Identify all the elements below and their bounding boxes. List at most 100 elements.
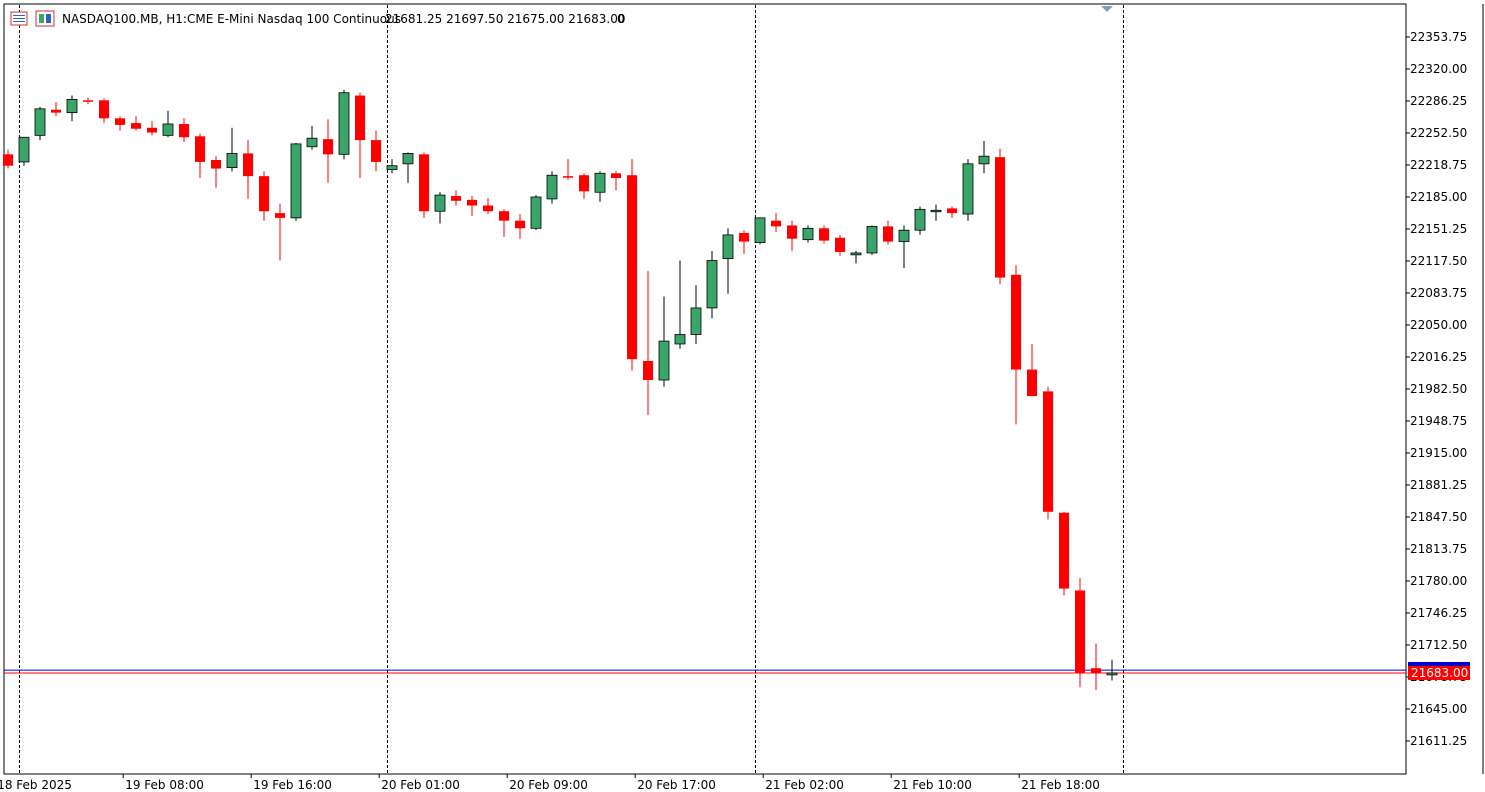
bear-candle (179, 118, 189, 143)
price-tick-label: 22320.00 (1410, 62, 1467, 76)
candle-body (563, 176, 573, 178)
candle-body (323, 139, 333, 155)
current-price-label: 21683.00 (1411, 666, 1468, 680)
chart-list-icon[interactable] (10, 11, 28, 26)
bull-candle (658, 296, 670, 387)
current-price-tag: 21683.00 (1408, 661, 1470, 680)
candle-body (386, 165, 398, 170)
candle-body (51, 109, 61, 113)
candle-body (1027, 369, 1037, 397)
bear-candle (1091, 643, 1101, 691)
time-tick-label: 21 Feb 10:00 (893, 778, 972, 792)
bear-candle (259, 171, 269, 221)
bear-candle (275, 203, 285, 261)
bull-candle (546, 171, 558, 204)
candle-body (850, 252, 862, 256)
candle-body (546, 174, 558, 200)
candle-body (962, 163, 974, 215)
time-tick-label: 20 Feb 17:00 (637, 778, 716, 792)
candle-body (402, 152, 414, 165)
candle-body (3, 154, 13, 166)
plot-area (3, 3, 1407, 775)
time-tick-label: 20 Feb 01:00 (381, 778, 460, 792)
bull-candle (594, 171, 606, 202)
candle-body (355, 95, 365, 141)
bear-candle (467, 196, 477, 216)
chart-shift-marker-icon[interactable] (1101, 6, 1113, 12)
bear-candle (947, 206, 957, 218)
candle-body (434, 194, 446, 212)
candle-body (467, 199, 477, 206)
bid-tag-bg (1408, 665, 1470, 680)
bear-candle (739, 230, 749, 254)
candle-body (306, 137, 318, 148)
candle-body (499, 211, 509, 221)
bull-candle (434, 192, 446, 224)
candle-body (594, 172, 606, 193)
candle-body (1091, 668, 1101, 673)
candle-body (995, 157, 1005, 278)
bear-candle (499, 209, 509, 237)
bear-candle (563, 159, 573, 180)
price-tick-label: 22218.75 (1410, 158, 1467, 172)
bull-candle (850, 251, 862, 264)
bull-candle (978, 141, 990, 174)
bear-candle (3, 149, 13, 169)
candle-body (530, 196, 542, 229)
candle-body (338, 92, 350, 155)
price-tick-label: 22185.00 (1410, 190, 1467, 204)
candle-body (83, 100, 93, 102)
price-tick-label: 21746.25 (1410, 606, 1467, 620)
candle-body (451, 196, 461, 201)
symbol-description: CME E-Mini Nasdaq 100 Continuous (187, 12, 401, 26)
candles-layer (3, 89, 1118, 691)
bear-candle (1011, 265, 1021, 425)
candle-body (611, 173, 621, 179)
bear-candle (451, 190, 461, 206)
time-tick-label: 21 Feb 02:00 (765, 778, 844, 792)
bear-candle (995, 148, 1005, 285)
bear-candle (83, 97, 93, 105)
candle-body (835, 237, 845, 252)
price-tick-label: 21847.50 (1410, 510, 1467, 524)
time-tick-label: 19 Feb 08:00 (125, 778, 204, 792)
candle-body (371, 140, 381, 162)
candle-body (739, 233, 749, 242)
bear-candle (771, 213, 781, 233)
time-axis: 18 Feb 2025 19 Feb 08:00 19 Feb 16:00 20 Fe… (0, 774, 1100, 792)
candle-body (643, 361, 653, 380)
bull-candle (66, 95, 78, 122)
bull-candle (866, 225, 878, 255)
bull-candle (338, 89, 350, 160)
window-icon[interactable] (35, 10, 55, 27)
bear-candle (1027, 343, 1037, 397)
bear-candle (195, 133, 205, 179)
candle-body (1106, 672, 1118, 676)
candle-body (179, 123, 189, 138)
candle-body (195, 136, 205, 162)
candle-body (674, 334, 686, 345)
candle-body (243, 153, 253, 177)
bull-candle (306, 125, 318, 150)
bear-candle (835, 234, 845, 256)
bull-candle (34, 106, 46, 141)
bull-candle (930, 204, 942, 221)
candle-body (579, 175, 589, 192)
candle-body (259, 176, 269, 212)
candle-body (1043, 391, 1053, 512)
price-tick-label: 21645.00 (1410, 702, 1467, 716)
bull-candle (1106, 659, 1118, 681)
candle-body (131, 123, 141, 129)
bear-candle (1043, 386, 1053, 520)
bull-candle (690, 285, 702, 344)
bull-candle (530, 195, 542, 231)
time-tick-label: 18 Feb 2025 (0, 778, 72, 792)
bear-candle (243, 140, 253, 199)
price-tick-label: 22050.00 (1410, 318, 1467, 332)
price-tick-label: 21881.25 (1410, 478, 1467, 492)
time-tick-label: 19 Feb 16:00 (253, 778, 332, 792)
candle-body (18, 136, 30, 163)
bear-candle (211, 156, 221, 188)
bear-candle (355, 92, 365, 179)
